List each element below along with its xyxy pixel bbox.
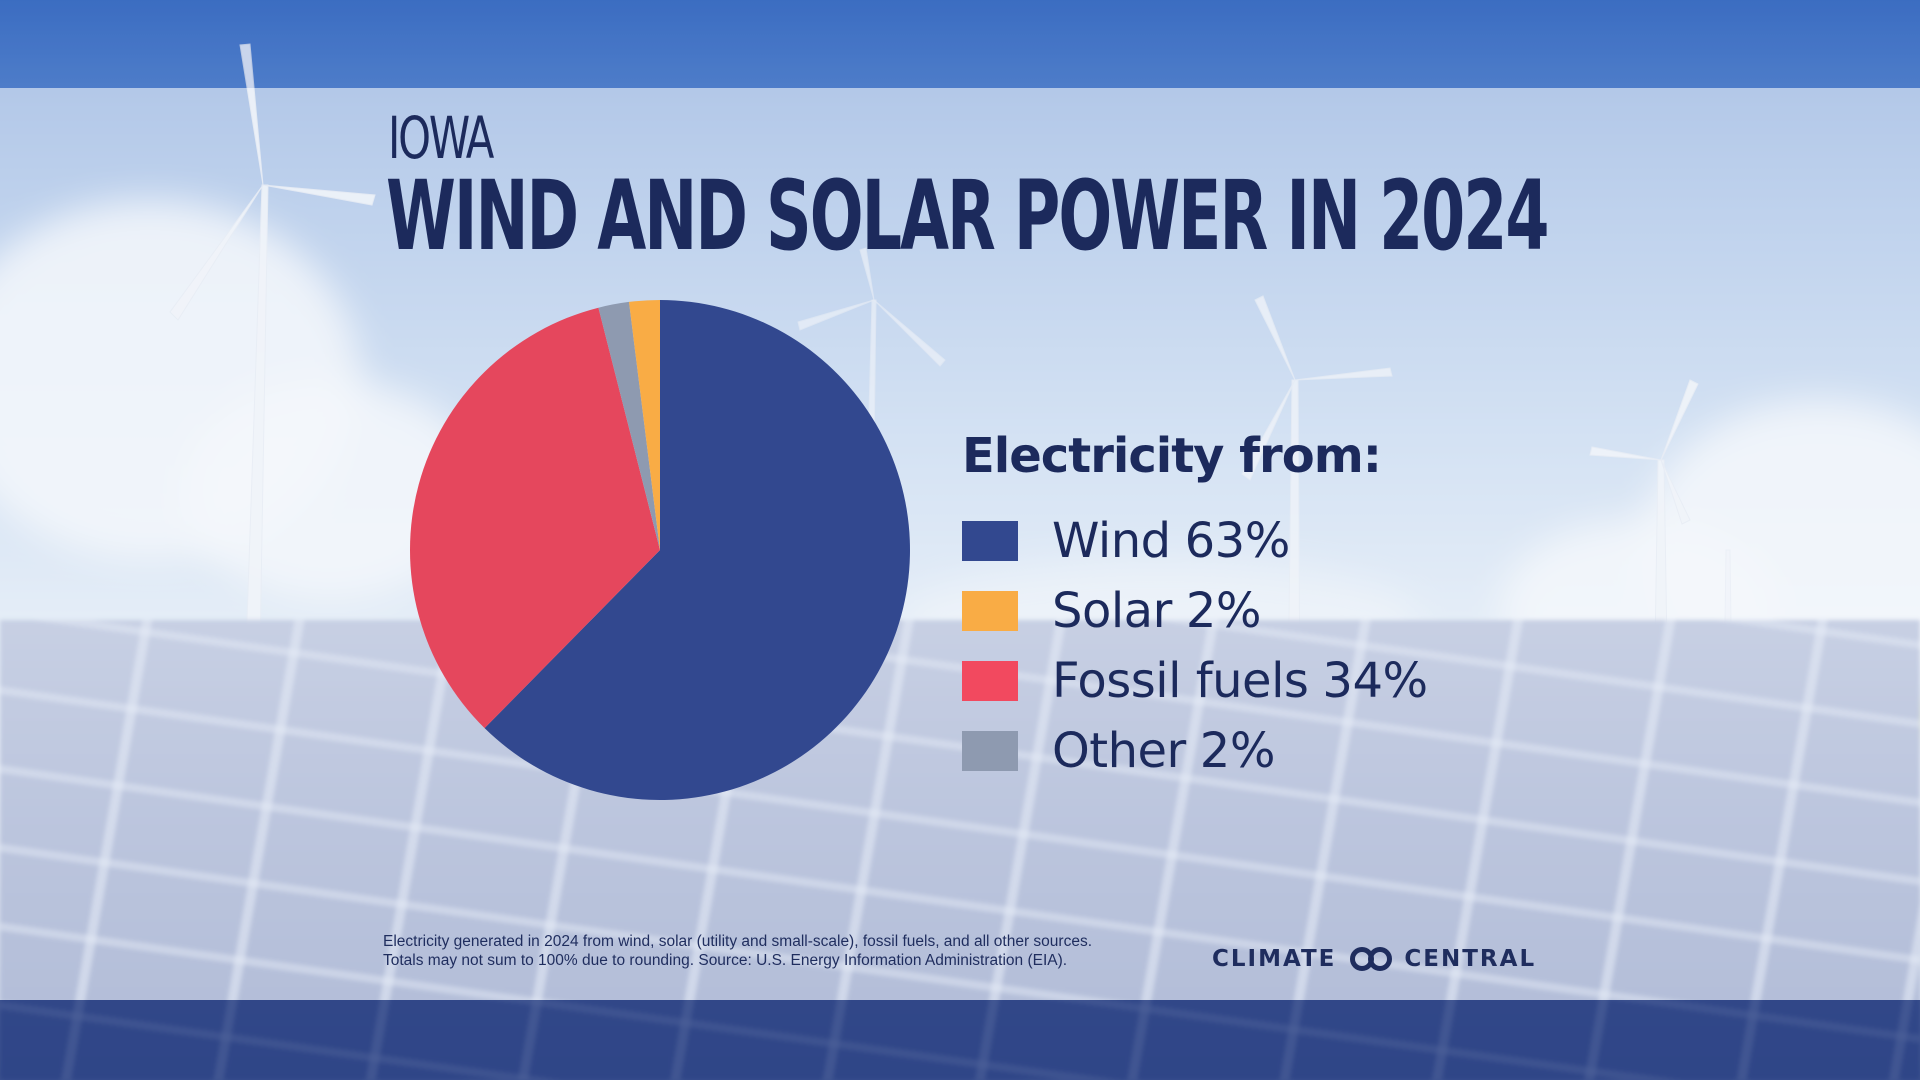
chart-title: WIND AND SOLAR POWER IN 2024: [386, 160, 1549, 272]
logo-word-left: CLIMATE: [1212, 946, 1337, 972]
overlay-card: [0, 88, 1920, 1000]
legend-label-wind: Wind: [1052, 513, 1171, 569]
legend-item-wind: Wind 63%: [962, 506, 1428, 576]
pie-chart: [409, 300, 910, 800]
legend-item-other: Other 2%: [962, 716, 1428, 786]
logo-rings-icon: [1350, 947, 1393, 971]
legend-value-wind: 63%: [1184, 513, 1291, 569]
pie-slice-wind: [484, 300, 910, 800]
top-band: [0, 0, 1920, 88]
legend-item-fossil-fuels: Fossil fuels 34%: [962, 646, 1428, 716]
state-label: IOWA: [388, 104, 494, 172]
legend-label-solar: Solar: [1052, 583, 1172, 639]
legend-label-fossil-fuels: Fossil fuels: [1052, 653, 1309, 709]
legend-swatch-wind: [962, 521, 1018, 561]
logo-word-right: CENTRAL: [1404, 946, 1537, 972]
pie-slice-solar: [628, 300, 660, 550]
legend-swatch-fossil-fuels: [962, 661, 1018, 701]
climate-central-logo: CLIMATE CENTRAL: [1212, 946, 1536, 972]
legend-swatch-other: [962, 731, 1018, 771]
source-footnote: Electricity generated in 2024 from wind,…: [383, 932, 1183, 970]
legend-label-other: Other: [1052, 723, 1186, 779]
legend-item-solar: Solar 2%: [962, 576, 1428, 646]
bottom-band: [0, 1000, 1920, 1080]
legend-swatch-solar: [962, 591, 1018, 631]
legend-value-solar: 2%: [1185, 583, 1262, 639]
legend-value-fossil-fuels: 34%: [1322, 653, 1428, 709]
legend: Electricity from: Wind 63% Solar 2% Foss…: [962, 428, 1428, 786]
pie-slice-fossil-fuels: [409, 307, 660, 729]
legend-heading: Electricity from:: [962, 428, 1382, 484]
legend-value-other: 2%: [1199, 723, 1276, 779]
footnote-line-1: Electricity generated in 2024 from wind,…: [383, 933, 1093, 950]
pie-slice-other: [598, 301, 660, 550]
footnote-line-2: Totals may not sum to 100% due to roundi…: [383, 952, 1068, 969]
